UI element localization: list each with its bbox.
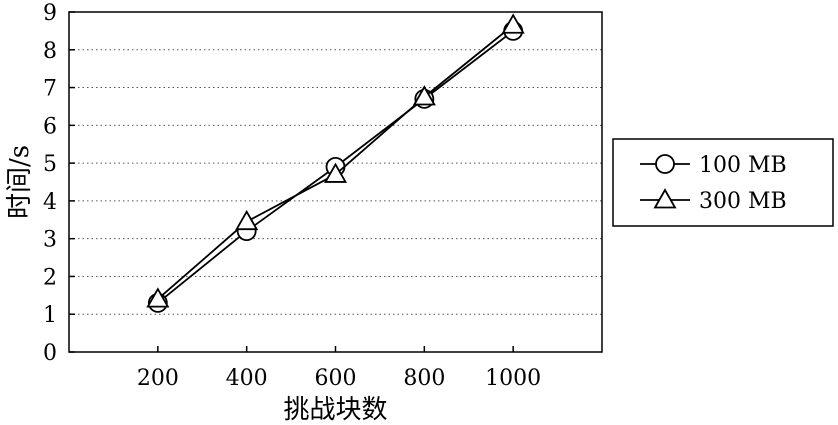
axis-ticks: [69, 11, 514, 353]
data-point-300mb: [235, 209, 259, 231]
x-tick-label: 1000: [485, 366, 541, 391]
y-tick-label: 8: [43, 39, 57, 64]
legend: 100 MB 300 MB: [612, 138, 834, 227]
legend-box: [612, 138, 834, 227]
y-tick-label: 7: [43, 77, 57, 102]
x-axis-title: 挑战块数: [283, 395, 387, 425]
legend-circle-marker: [655, 154, 675, 174]
y-tick-label: 2: [43, 265, 57, 290]
x-tick-label: 600: [315, 366, 357, 391]
legend-label-100mb: 100 MB: [699, 153, 787, 178]
x-tick-label: 200: [137, 366, 179, 391]
data-point-300mb: [323, 162, 348, 183]
series-layer: [146, 13, 525, 313]
y-tick-label: 0: [43, 341, 57, 366]
legend-triangle-marker: [653, 188, 677, 209]
y-axis-title: 时间/s: [5, 145, 35, 219]
x-axis-tick-labels: 200 400 600 800 1000: [137, 366, 541, 391]
y-tick-label: 5: [43, 152, 57, 177]
data-point-300mb: [146, 287, 170, 308]
x-tick-label: 800: [403, 366, 445, 391]
legend-label-300mb: 300 MB: [699, 189, 787, 214]
y-tick-label: 6: [43, 114, 57, 139]
y-tick-label: 4: [43, 190, 57, 215]
data-point-300mb: [412, 85, 436, 106]
y-tick-label: 9: [43, 1, 57, 26]
x-tick-label: 400: [226, 366, 268, 391]
data-point-300mb: [501, 13, 525, 34]
y-tick-label: 1: [43, 303, 57, 328]
y-tick-label: 3: [43, 228, 57, 253]
y-axis-tick-labels: 0 1 2 3 4 5 6 7 8 9: [43, 1, 57, 366]
